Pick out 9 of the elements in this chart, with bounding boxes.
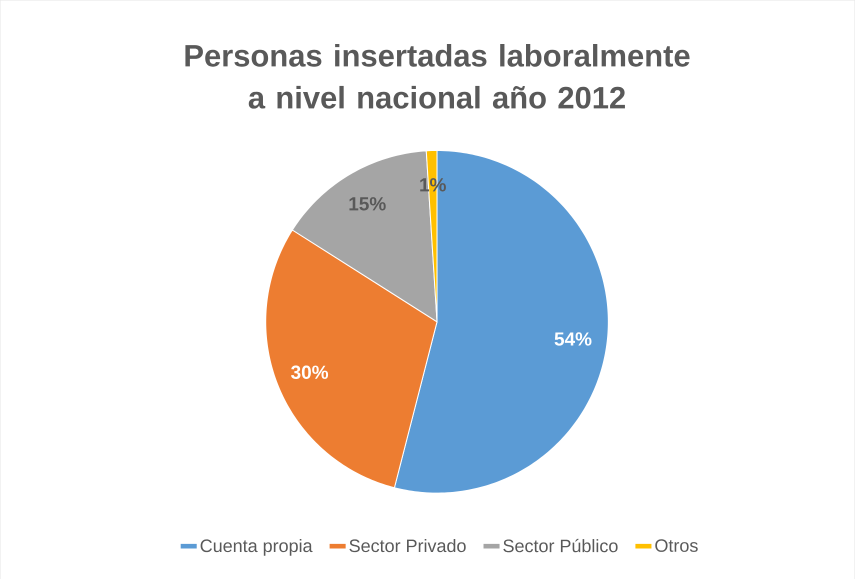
data-label: 15% — [349, 196, 386, 210]
legend-label: Cuenta propia — [200, 538, 313, 556]
data-label: 1% — [420, 178, 446, 192]
chart-title: Personas insertadas laboralmente a nivel nacional año 2012 — [185, 44, 690, 108]
legend-label: Otros — [655, 538, 698, 552]
data-label: 30% — [291, 365, 328, 379]
legend-label: Sector Público — [503, 538, 618, 552]
data-label: 54% — [554, 332, 592, 346]
legend-label: Sector Privado — [349, 538, 466, 552]
